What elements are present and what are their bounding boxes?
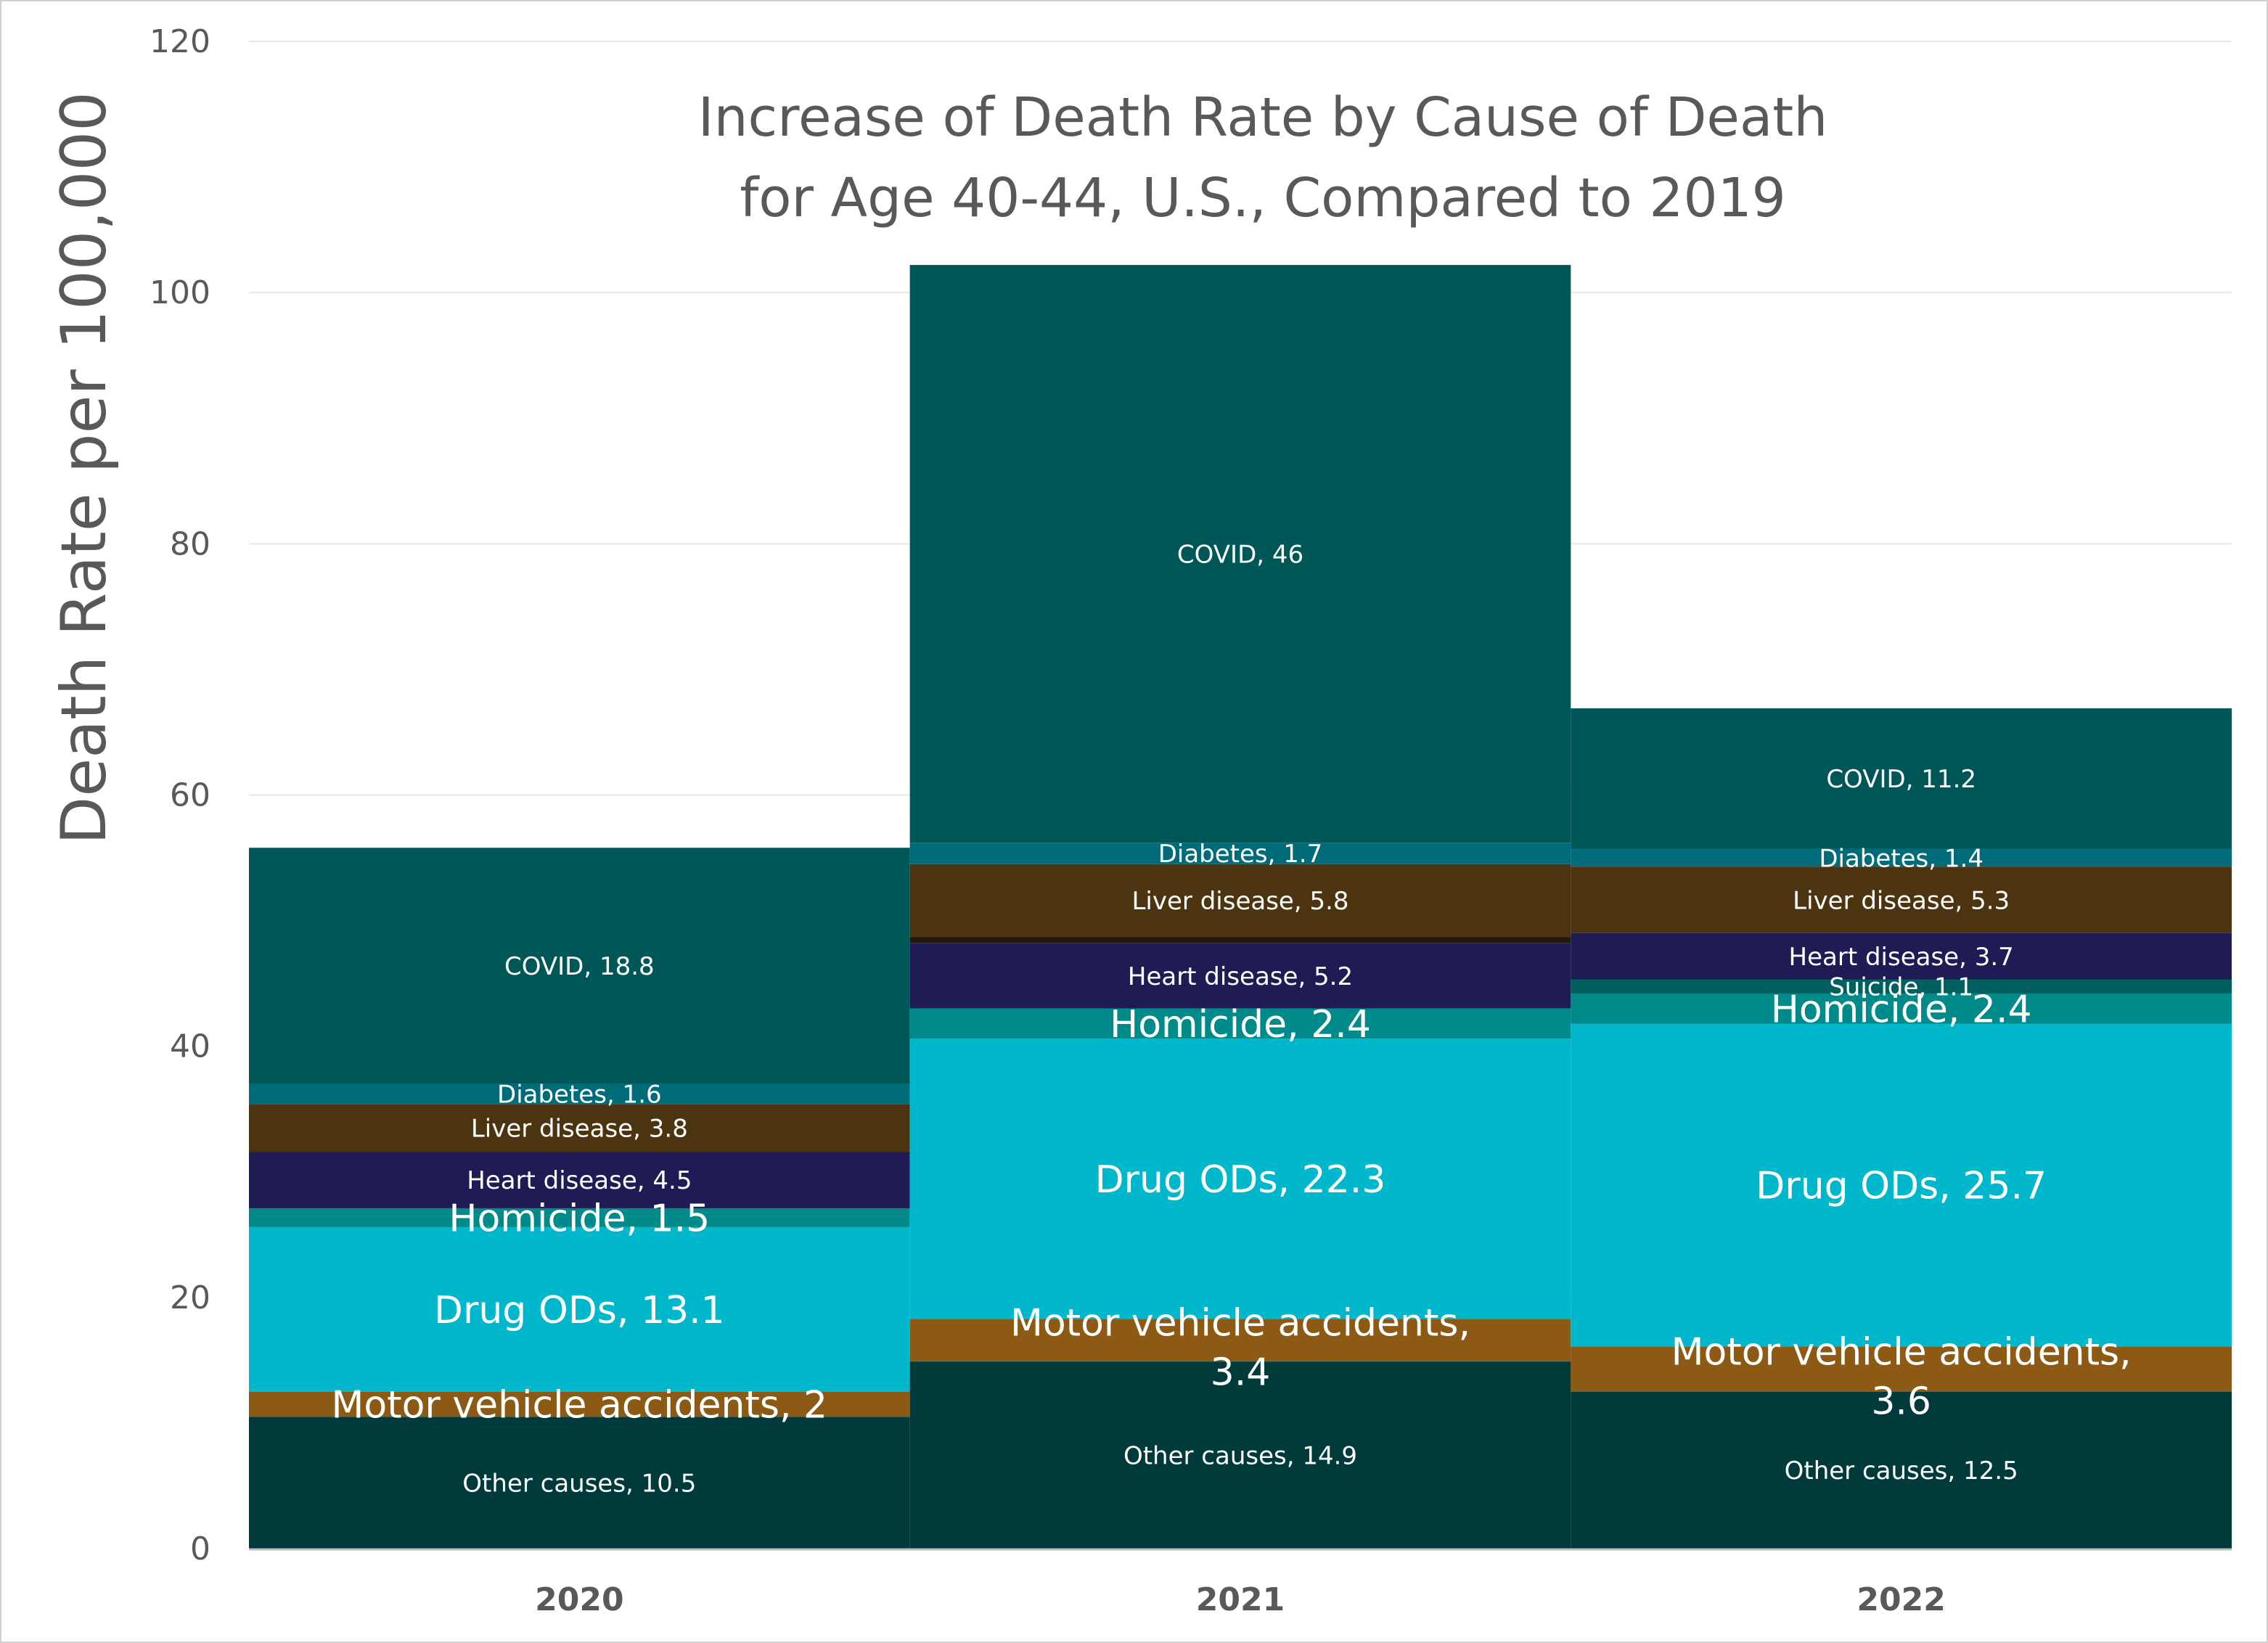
data-label: Homicide, 1.5: [449, 1197, 710, 1241]
data-label: Homicide, 2.4: [1771, 988, 2032, 1031]
bar-segment: [909, 1008, 1571, 1039]
y-tick-label: 40: [170, 1028, 210, 1065]
bar-segment: [909, 1038, 1571, 1319]
data-label: Diabetes, 1.7: [1158, 840, 1323, 869]
y-axis-ticks: 0 20 40 60 80 100 120: [150, 23, 210, 1568]
bar-segment: [249, 1152, 910, 1208]
chart-title-line-1: Increase of Death Rate by Cause of Death: [698, 86, 1827, 149]
bar-segment: [249, 848, 910, 1084]
bar-segment: [1571, 1346, 2232, 1392]
bar-segment: [249, 1208, 910, 1227]
data-label: COVID, 11.2: [1826, 765, 1976, 794]
bar-segment: [909, 937, 1571, 943]
bar-segment: [249, 1083, 910, 1105]
bar-segment: [1571, 1391, 2232, 1549]
x-tick-label: 2022: [1856, 1581, 1945, 1618]
data-label: Other causes, 12.5: [1785, 1456, 2018, 1486]
bars: [249, 265, 2232, 1549]
bar-segment: [249, 1417, 910, 1549]
bar-segment: [249, 1226, 910, 1392]
data-label: Other causes, 10.5: [462, 1469, 696, 1498]
data-label: Suicide, 1.1: [1829, 973, 1973, 1002]
data-label: Heart disease, 5.2: [1128, 962, 1353, 991]
bar-segment: [909, 1319, 1571, 1362]
data-label: Drug ODs, 25.7: [1756, 1165, 2047, 1208]
bar-segment: [909, 843, 1571, 864]
data-label: Homicide, 2.4: [1110, 1003, 1371, 1046]
bar-segment: [249, 1391, 910, 1417]
data-label: Motor vehicle accidents, 2: [332, 1384, 828, 1427]
data-label: Diabetes, 1.6: [497, 1081, 662, 1110]
data-label: Liver disease, 3.8: [471, 1114, 688, 1143]
y-tick-label: 100: [150, 274, 210, 311]
data-label: COVID, 18.8: [504, 952, 655, 981]
data-label: Drug ODs, 13.1: [434, 1289, 725, 1332]
data-label: Other causes, 14.9: [1123, 1441, 1357, 1470]
bar-segment: [909, 864, 1571, 938]
data-label: Drug ODs, 22.3: [1095, 1158, 1386, 1202]
data-label: 3.4: [1211, 1351, 1271, 1395]
x-axis-ticks: 2020 2021 2022: [535, 1581, 1946, 1618]
bar-segment: [909, 265, 1571, 843]
data-label: Liver disease, 5.3: [1793, 886, 2010, 915]
bar-segment: [1571, 708, 2232, 849]
bar-segment: [1571, 848, 2232, 867]
y-axis-label: Death Rate per 100,000: [48, 91, 120, 845]
data-labels: Other causes, 10.5 Motor vehicle accident…: [332, 540, 2132, 1498]
data-label: Heart disease, 3.7: [1789, 943, 2014, 972]
data-label: 3.6: [1871, 1380, 1931, 1423]
data-label: Heart disease, 4.5: [467, 1166, 692, 1195]
data-label: Diabetes, 1.4: [1819, 844, 1984, 873]
data-label: Motor vehicle accidents,: [1671, 1330, 2132, 1374]
bar-segment: [1571, 933, 2232, 980]
y-tick-label: 120: [150, 23, 210, 60]
chart-title-line-2: for Age 40-44, U.S., Compared to 2019: [740, 167, 1786, 229]
bar-segment: [249, 1104, 910, 1152]
x-tick-label: 2021: [1196, 1581, 1285, 1618]
x-tick-label: 2020: [535, 1581, 623, 1618]
data-label: COVID, 46: [1177, 540, 1303, 569]
bar-segment: [909, 943, 1571, 1009]
y-tick-label: 20: [170, 1279, 210, 1316]
bar-segment: [1571, 866, 2232, 933]
bar-segment: [1571, 993, 2232, 1024]
bar-segment: [909, 1361, 1571, 1549]
data-label: Liver disease, 5.8: [1131, 887, 1348, 916]
bar-segment: [1571, 1023, 2232, 1347]
y-tick-label: 0: [190, 1531, 210, 1568]
data-label: Motor vehicle accidents,: [1010, 1302, 1470, 1345]
y-tick-label: 60: [170, 777, 210, 814]
bar-segment: [1571, 979, 2232, 993]
y-tick-label: 80: [170, 525, 210, 562]
